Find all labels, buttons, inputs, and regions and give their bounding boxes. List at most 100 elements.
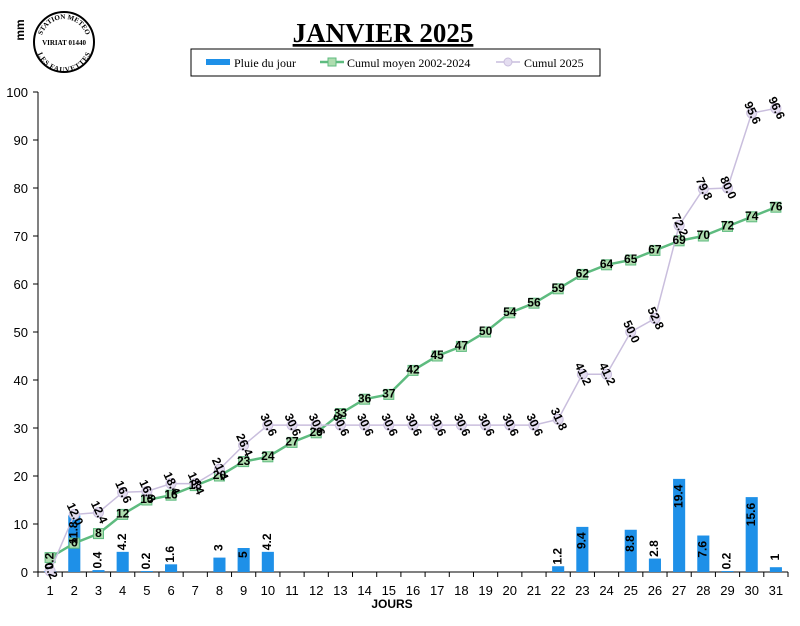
cumulative-2025-label: 16.6 [112, 478, 135, 505]
x-tick-label: 13 [333, 583, 347, 598]
bar-day-3 [92, 570, 105, 572]
bar-series-daily-rain [44, 478, 782, 572]
daily-rain-label: 2.8 [647, 540, 661, 557]
average-point-day-6 [165, 489, 177, 501]
x-tick-label: 2 [71, 583, 78, 598]
cumulative-point-day-16 [407, 419, 419, 431]
y-tick-label: 70 [14, 229, 28, 244]
cumulative-point-day-9 [238, 439, 250, 451]
x-tick-label: 24 [599, 583, 613, 598]
average-value-label: 74 [745, 209, 759, 223]
y-axis-unit: mm [13, 19, 27, 40]
cumulative-2025-label: 41.2 [572, 360, 595, 387]
average-value-label: 15 [140, 492, 154, 506]
cumulative-2025-label: 31.8 [548, 405, 571, 432]
bar-day-30 [745, 497, 758, 572]
cumulative-point-day-14 [359, 419, 371, 431]
average-point-day-16 [407, 364, 419, 376]
daily-rain-label: 19.4 [671, 484, 685, 508]
average-point-day-29 [722, 220, 734, 232]
cumulative-point-day-29 [722, 182, 734, 194]
average-point-day-30 [746, 211, 758, 223]
daily-rain-label: 11.8 [66, 521, 80, 544]
average-value-label: 45 [431, 348, 445, 362]
cumulative-point-day-3 [92, 506, 104, 518]
bar-day-4 [116, 551, 129, 572]
average-value-label: 18 [189, 478, 203, 492]
x-tick-label: 8 [216, 583, 223, 598]
x-tick-label: 22 [551, 583, 565, 598]
cumulative-point-day-6 [165, 478, 177, 490]
x-tick-label: 26 [648, 583, 662, 598]
average-point-day-4 [117, 508, 129, 520]
bar-day-23 [576, 526, 589, 572]
bar-day-31 [769, 567, 782, 572]
cumulative-2025-label: 0.2 [41, 560, 61, 581]
x-tick-label: 23 [575, 583, 589, 598]
x-tick-label: 9 [240, 583, 247, 598]
daily-rain-label: 0.2 [720, 552, 734, 569]
average-point-day-10 [262, 451, 274, 463]
cumulative-point-day-31 [770, 102, 782, 114]
average-value-label: 20 [213, 468, 227, 482]
legend-label-daily-rain: Pluie du jour [234, 56, 296, 70]
average-point-day-15 [383, 388, 395, 400]
y-tick-label: 20 [14, 469, 28, 484]
x-tick-label: 14 [357, 583, 371, 598]
average-value-label: 6 [71, 535, 78, 549]
x-axis-title: JOURS [371, 597, 412, 611]
average-point-day-23 [576, 268, 588, 280]
bar-day-22 [552, 566, 565, 572]
daily-rain-label: 3 [212, 544, 226, 551]
x-tick-label: 27 [672, 583, 686, 598]
average-value-label: 24 [261, 449, 275, 463]
cumulative-2025-label: 12.4 [88, 499, 111, 526]
daily-rain-label: 1.2 [550, 548, 564, 565]
average-value-label: 23 [237, 454, 251, 468]
cumulative-2025-label: 52.8 [644, 305, 667, 332]
daily-rain-label: 1.6 [163, 546, 177, 563]
average-value-label: 72 [721, 219, 735, 233]
x-tick-label: 6 [167, 583, 174, 598]
bar-day-9 [237, 548, 250, 572]
x-tick-label: 16 [406, 583, 420, 598]
average-point-day-31 [770, 201, 782, 213]
x-tick-label: 28 [696, 583, 710, 598]
average-value-label: 67 [648, 243, 662, 257]
cumulative-point-day-12 [310, 419, 322, 431]
cumulative-point-day-1 [44, 565, 56, 577]
cumulative-2025-label: 79.8 [693, 175, 716, 202]
average-point-day-20 [504, 307, 516, 319]
daily-rain-label: 7.6 [695, 541, 709, 558]
y-tick-label: 100 [6, 85, 28, 100]
bar-day-27 [673, 478, 686, 572]
x-tick-label: 12 [309, 583, 323, 598]
cumulative-point-day-24 [601, 368, 613, 380]
x-tick-label: 10 [261, 583, 275, 598]
average-value-label: 69 [672, 233, 686, 247]
legend-swatch-daily-rain [206, 59, 230, 65]
cumulative-point-day-5 [141, 485, 153, 497]
average-value-label: 42 [406, 363, 420, 377]
cumulative-point-day-23 [576, 368, 588, 380]
average-value-label: 37 [382, 387, 396, 401]
x-axis: 1 2 3 4 5 6 7 8 9 10 11 12 13 14 15 16 17 18 19 20 21 22 23 24 2… [37, 571, 789, 598]
cumulative-point-day-19 [480, 419, 492, 431]
average-value-label: 12 [116, 507, 130, 521]
bar-day-26 [648, 558, 661, 572]
logo-middle-text: VIRIAT 01440 [42, 39, 86, 47]
x-tick-label: 29 [720, 583, 734, 598]
average-value-label: 65 [624, 252, 638, 266]
cumulative-point-day-20 [504, 419, 516, 431]
average-point-day-2 [68, 537, 80, 549]
line-series-cumulative-2025 [44, 102, 782, 577]
bar-day-6 [165, 564, 178, 572]
cumulative-point-day-22 [552, 413, 564, 425]
average-point-day-26 [649, 244, 661, 256]
daily-rain-label: 0.4 [91, 551, 105, 568]
average-value-label: 8 [95, 526, 102, 540]
x-tick-label: 20 [503, 583, 517, 598]
average-value-label: 29 [310, 425, 324, 439]
cumulative-point-day-21 [528, 419, 540, 431]
